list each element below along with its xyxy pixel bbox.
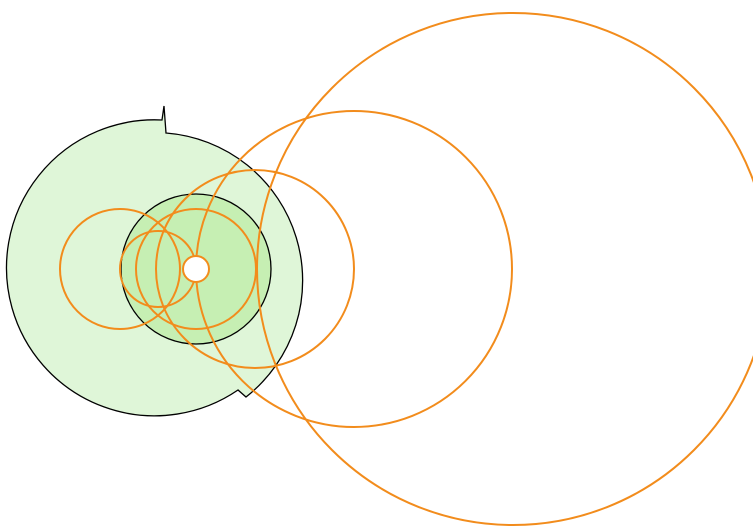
orange-circle-4 [155, 169, 355, 369]
center-hole [182, 255, 210, 283]
orange-circle-1 [59, 208, 181, 330]
orange-circle-6 [256, 12, 753, 526]
